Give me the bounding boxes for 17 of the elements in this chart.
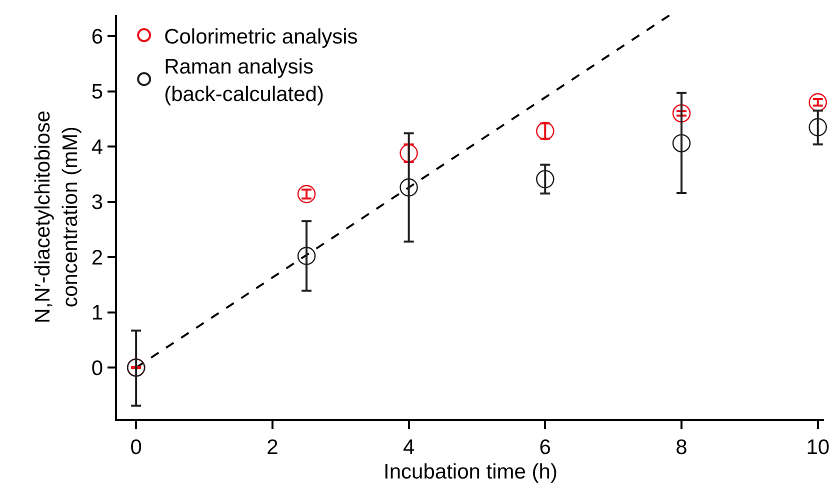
x-tick-label: 6 [539,436,551,459]
x-tick-label: 2 [266,436,278,459]
y-tick-label: 2 [91,246,104,270]
y-tick-label: 0 [91,356,104,380]
x-tick-label: 10 [806,436,830,459]
x-tick-label: 0 [130,436,142,459]
y-tick-label: 6 [91,25,104,48]
x-axis-title: Incubation time (h) [384,460,558,484]
y-tick-label: 5 [91,80,104,104]
legend-label: Colorimetric analysis [164,25,358,48]
y-axis-title: N,N′-diacetylchitobiose concentration (mM) [32,110,82,324]
y-tick-label: 3 [91,191,104,214]
x-tick-label: 4 [402,436,415,459]
y-tick-label: 4 [91,136,104,159]
legend-label: Raman analysis (back-calculated) [164,56,324,106]
x-tick-label: 8 [676,436,688,459]
y-tick-label: 1 [91,302,104,325]
